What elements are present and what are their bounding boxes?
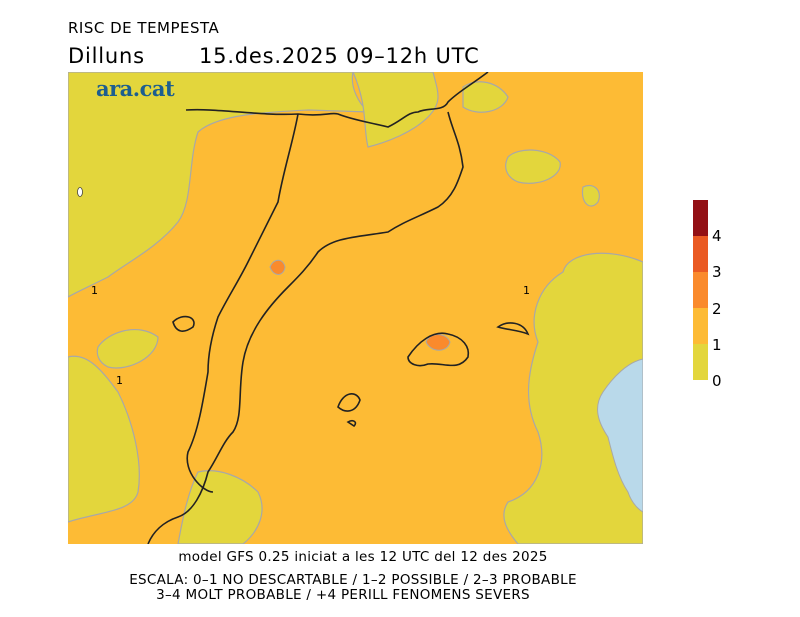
risk-level-2-area-pyrenees <box>269 259 286 275</box>
legend-tick: 1 <box>712 336 722 354</box>
legend-swatch-0-1 <box>693 344 708 380</box>
map-title: RISC DE TEMPESTA <box>68 19 220 37</box>
risk-level-0-area-northeast <box>462 81 509 113</box>
sea-area <box>597 358 643 513</box>
legend-swatch-1-2 <box>693 308 708 344</box>
contour-label: 1 <box>91 284 98 297</box>
coastlines <box>147 72 530 544</box>
date-range: 15.des.2025 09–12h UTC <box>199 44 480 68</box>
legend-tick: 3 <box>712 263 722 281</box>
contour-label: 1 <box>116 374 123 387</box>
risk-level-0-area-small <box>581 184 600 207</box>
risk-level-0-area-east-patch <box>505 149 561 184</box>
scale-line-2: 3–4 MOLT PROBABLE / +4 PERILL FENOMENS S… <box>156 587 530 603</box>
legend-swatch-4plus <box>693 200 708 236</box>
risk-level-0-area-north <box>352 72 439 148</box>
day-label: Dilluns <box>68 44 145 68</box>
scale-line-1: ESCALA: 0–1 NO DESCARTABLE / 1–2 POSSIBL… <box>129 572 577 588</box>
legend-swatch-2-3 <box>693 272 708 308</box>
risk-level-0-area-southeast <box>503 252 643 544</box>
legend-tick: 2 <box>712 300 722 318</box>
risk-level-0-area-west <box>68 355 140 523</box>
ara-cat-logo: ara.cat <box>96 76 175 101</box>
contour-label: 1 <box>523 284 530 297</box>
storm-risk-map <box>68 72 643 544</box>
forecast-period: Dilluns 15.des.2025 09–12h UTC <box>68 44 479 68</box>
color-legend <box>693 200 708 380</box>
risk-level-0-area-west-small <box>96 328 159 369</box>
legend-swatch-3-4 <box>693 236 708 272</box>
legend-tick: 0 <box>712 372 722 390</box>
legend-tick: 4 <box>712 227 722 245</box>
lake <box>77 187 83 197</box>
risk-level-0-area-south <box>177 470 263 544</box>
model-info: model GFS 0.25 iniciat a les 12 UTC del … <box>178 549 548 565</box>
